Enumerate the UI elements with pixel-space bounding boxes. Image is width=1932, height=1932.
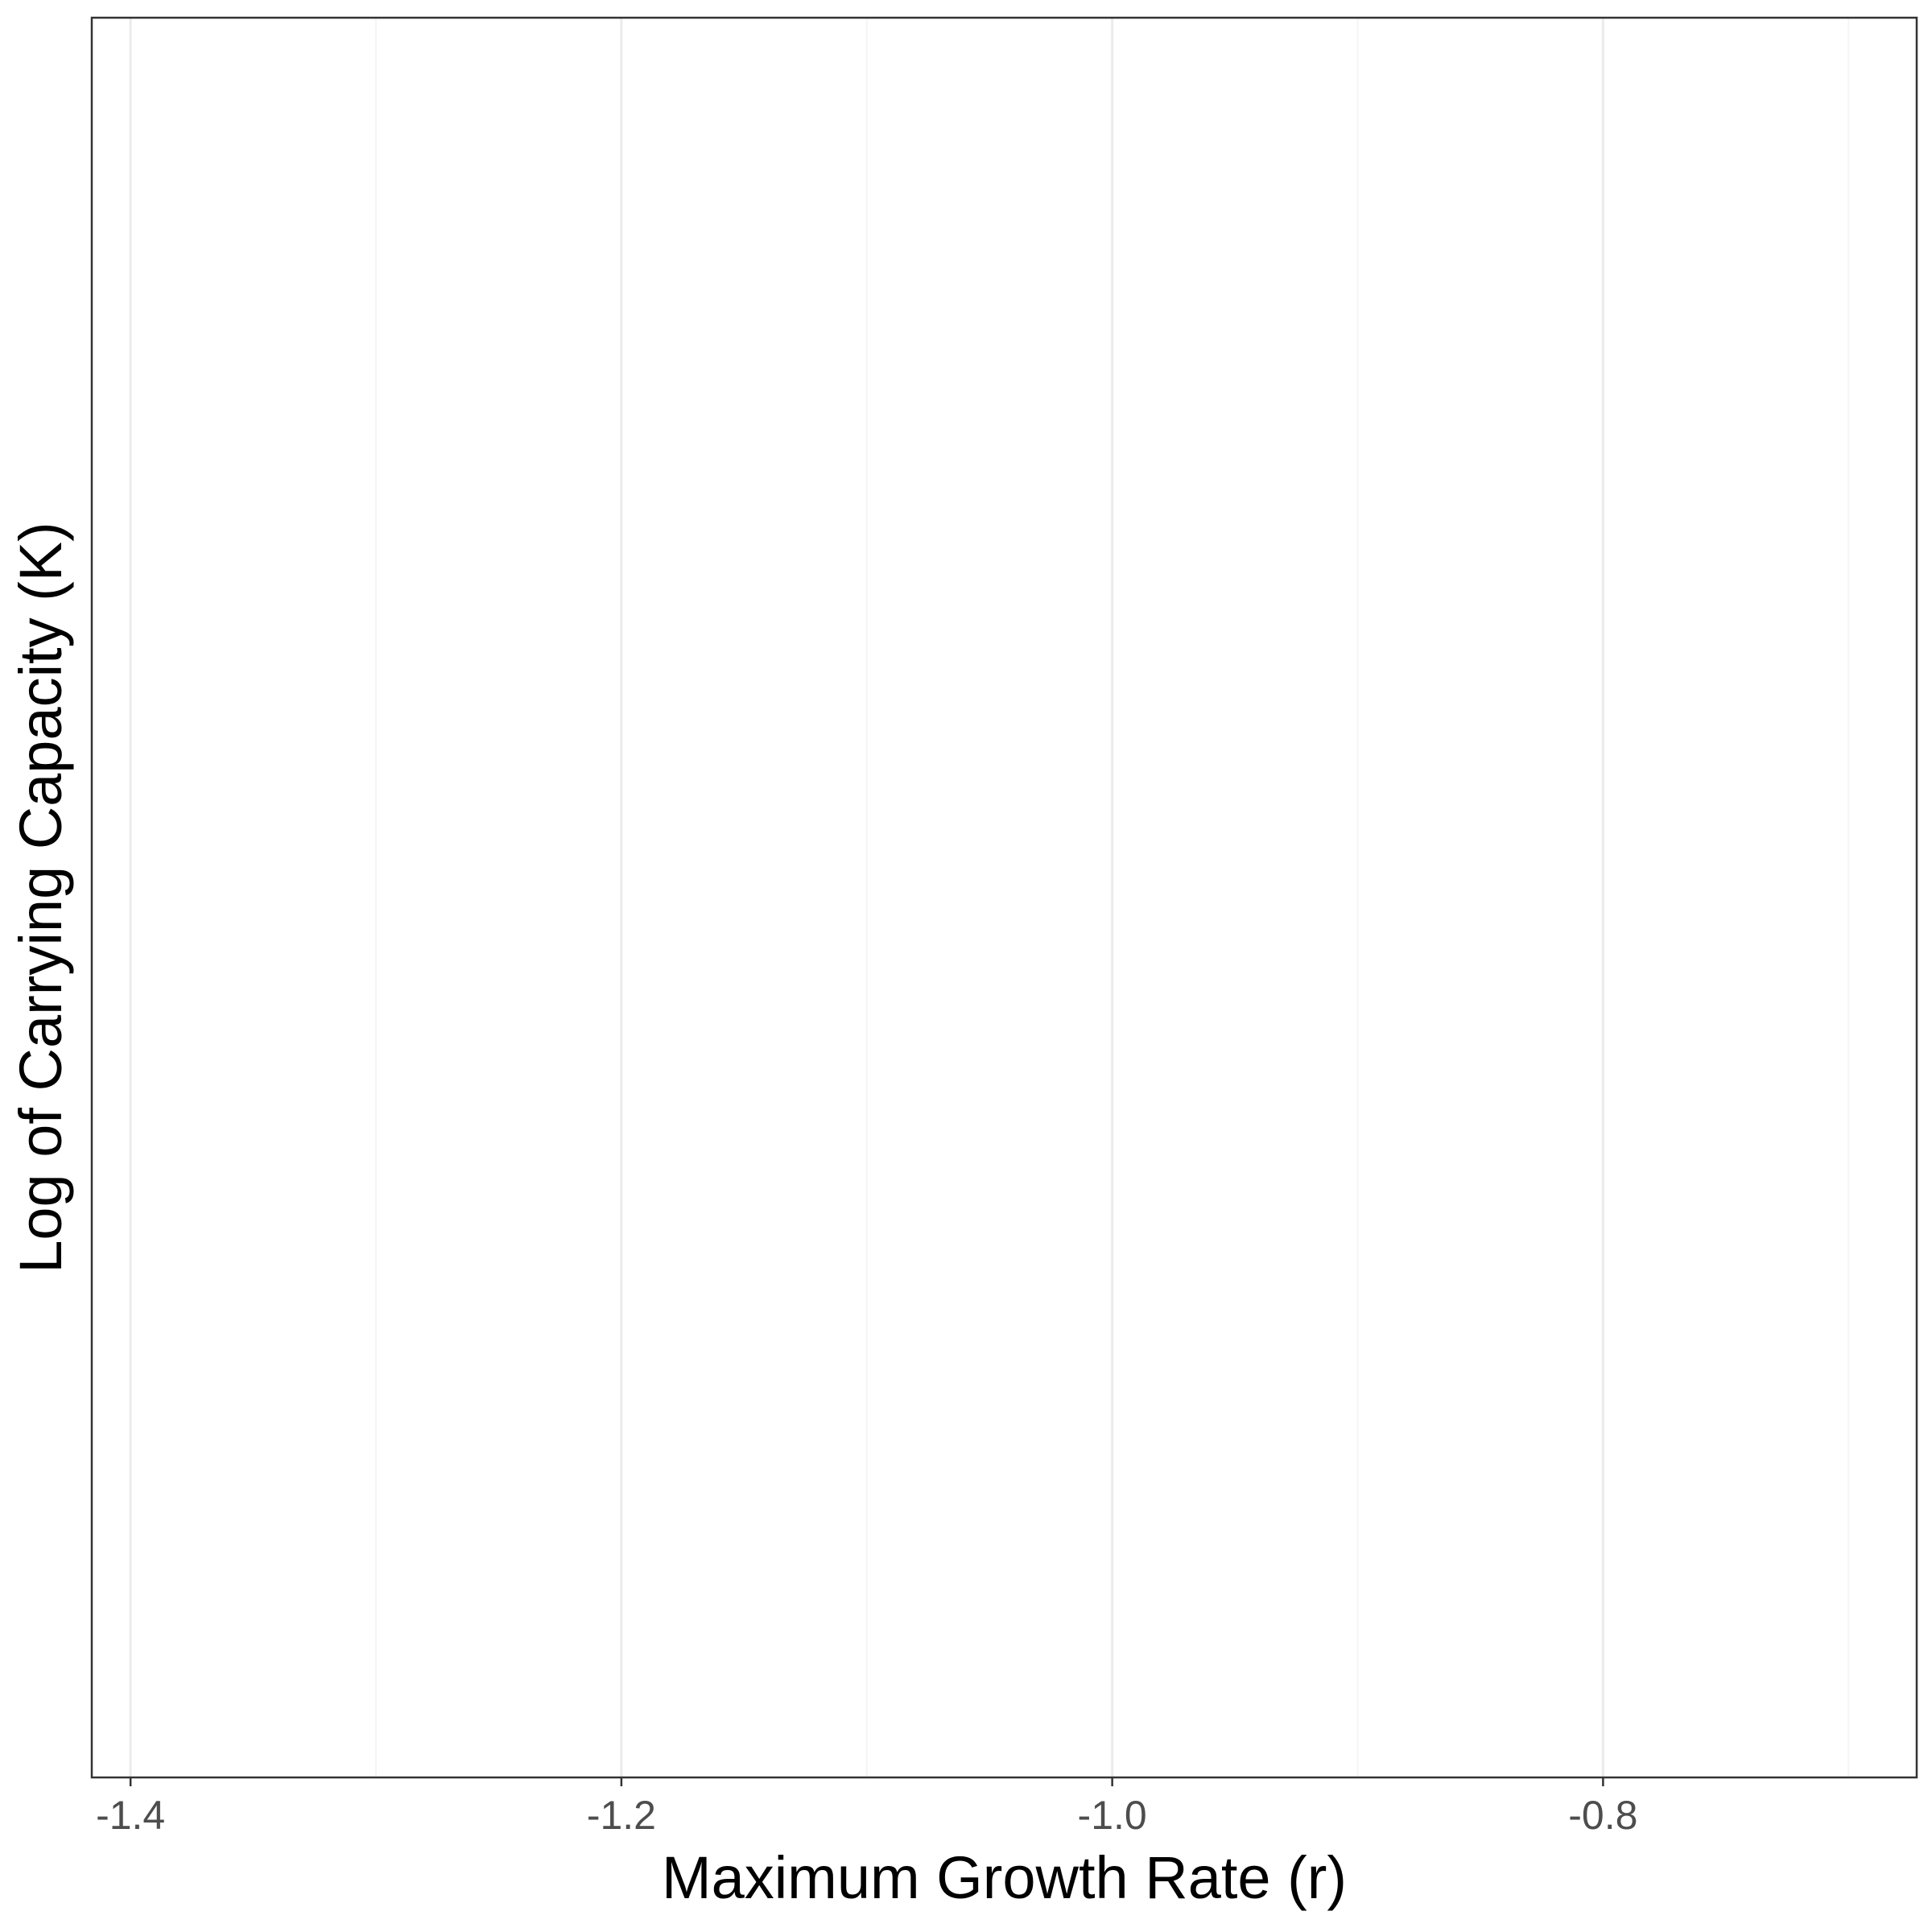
minor-gridlines — [375, 18, 1850, 1777]
x-axis-ticks — [129, 1777, 1604, 1786]
x-axis-tick-labels: -1.4 -1.2 -1.0 -0.8 — [96, 1793, 1637, 1838]
y-axis-title: Log of Carrying Capacity (K) — [7, 522, 74, 1274]
x-tick-label-2: -1.0 — [1078, 1793, 1147, 1838]
major-gridlines — [129, 18, 1604, 1777]
x-tick-label-0: -1.4 — [96, 1793, 165, 1838]
panel-border — [90, 16, 1918, 1779]
x-axis-title: Maximum Growth Rate (r) — [662, 1844, 1347, 1911]
x-tick-label-1: -1.2 — [587, 1793, 656, 1838]
x-tick-label-3: -0.8 — [1568, 1793, 1637, 1838]
